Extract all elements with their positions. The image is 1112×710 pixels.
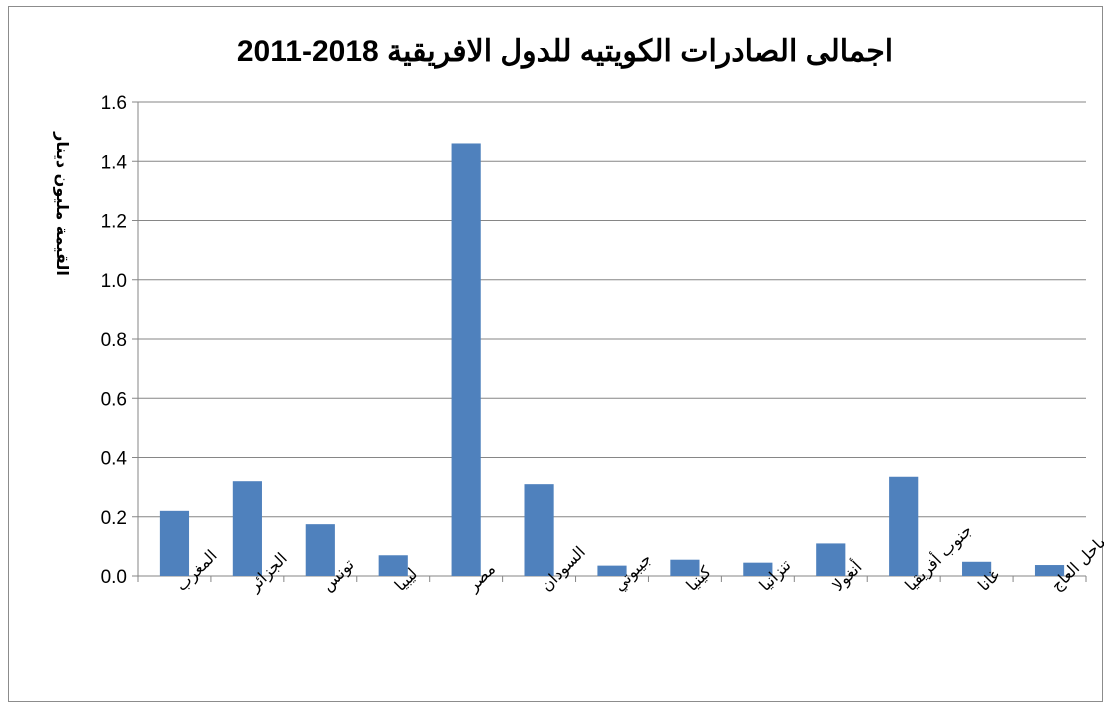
bar bbox=[378, 555, 408, 576]
bar bbox=[670, 559, 700, 576]
x-tick-label: ساحل العاج bbox=[1047, 527, 1104, 596]
y-tick-label: 1.4 bbox=[101, 152, 128, 173]
chart-title: اجمالى الصادرات الكويتيه للدول الافريقية… bbox=[237, 35, 893, 69]
y-tick-labels: 0.0 0.2 0.4 0.6 0.8 1.0 1.2 1.4 1.6 bbox=[101, 93, 128, 588]
y-axis-label: القيمة مليون دينار bbox=[53, 131, 72, 276]
bar bbox=[159, 510, 190, 576]
bar bbox=[889, 476, 919, 576]
bar bbox=[1034, 565, 1065, 576]
gridlines bbox=[138, 101, 1086, 518]
bar bbox=[451, 143, 481, 576]
y-tick-label: 1.6 bbox=[101, 93, 127, 114]
bar bbox=[743, 562, 773, 576]
bar bbox=[524, 484, 554, 576]
y-tick-label: 0.2 bbox=[101, 508, 127, 529]
bar bbox=[305, 524, 335, 576]
bar bbox=[232, 481, 262, 576]
y-tick-label: 0.0 bbox=[101, 567, 127, 588]
chart-frame: اجمالى الصادرات الكويتيه للدول الافريقية… bbox=[8, 6, 1104, 702]
y-tick-label: 1.2 bbox=[101, 212, 127, 233]
y-tick-label: 0.4 bbox=[101, 449, 128, 470]
bar bbox=[962, 561, 992, 576]
y-tick-label: 0.6 bbox=[101, 389, 127, 410]
y-tick-label: 0.8 bbox=[101, 330, 127, 351]
bar bbox=[816, 543, 846, 576]
bar bbox=[597, 565, 627, 576]
axes bbox=[132, 101, 1087, 582]
chart-canvas: اجمالى الصادرات الكويتيه للدول الافريقية… bbox=[53, 35, 1104, 596]
bars bbox=[159, 143, 1065, 576]
y-tick-label: 1.0 bbox=[101, 271, 127, 292]
x-tick-label: تنزانيا bbox=[755, 555, 795, 595]
